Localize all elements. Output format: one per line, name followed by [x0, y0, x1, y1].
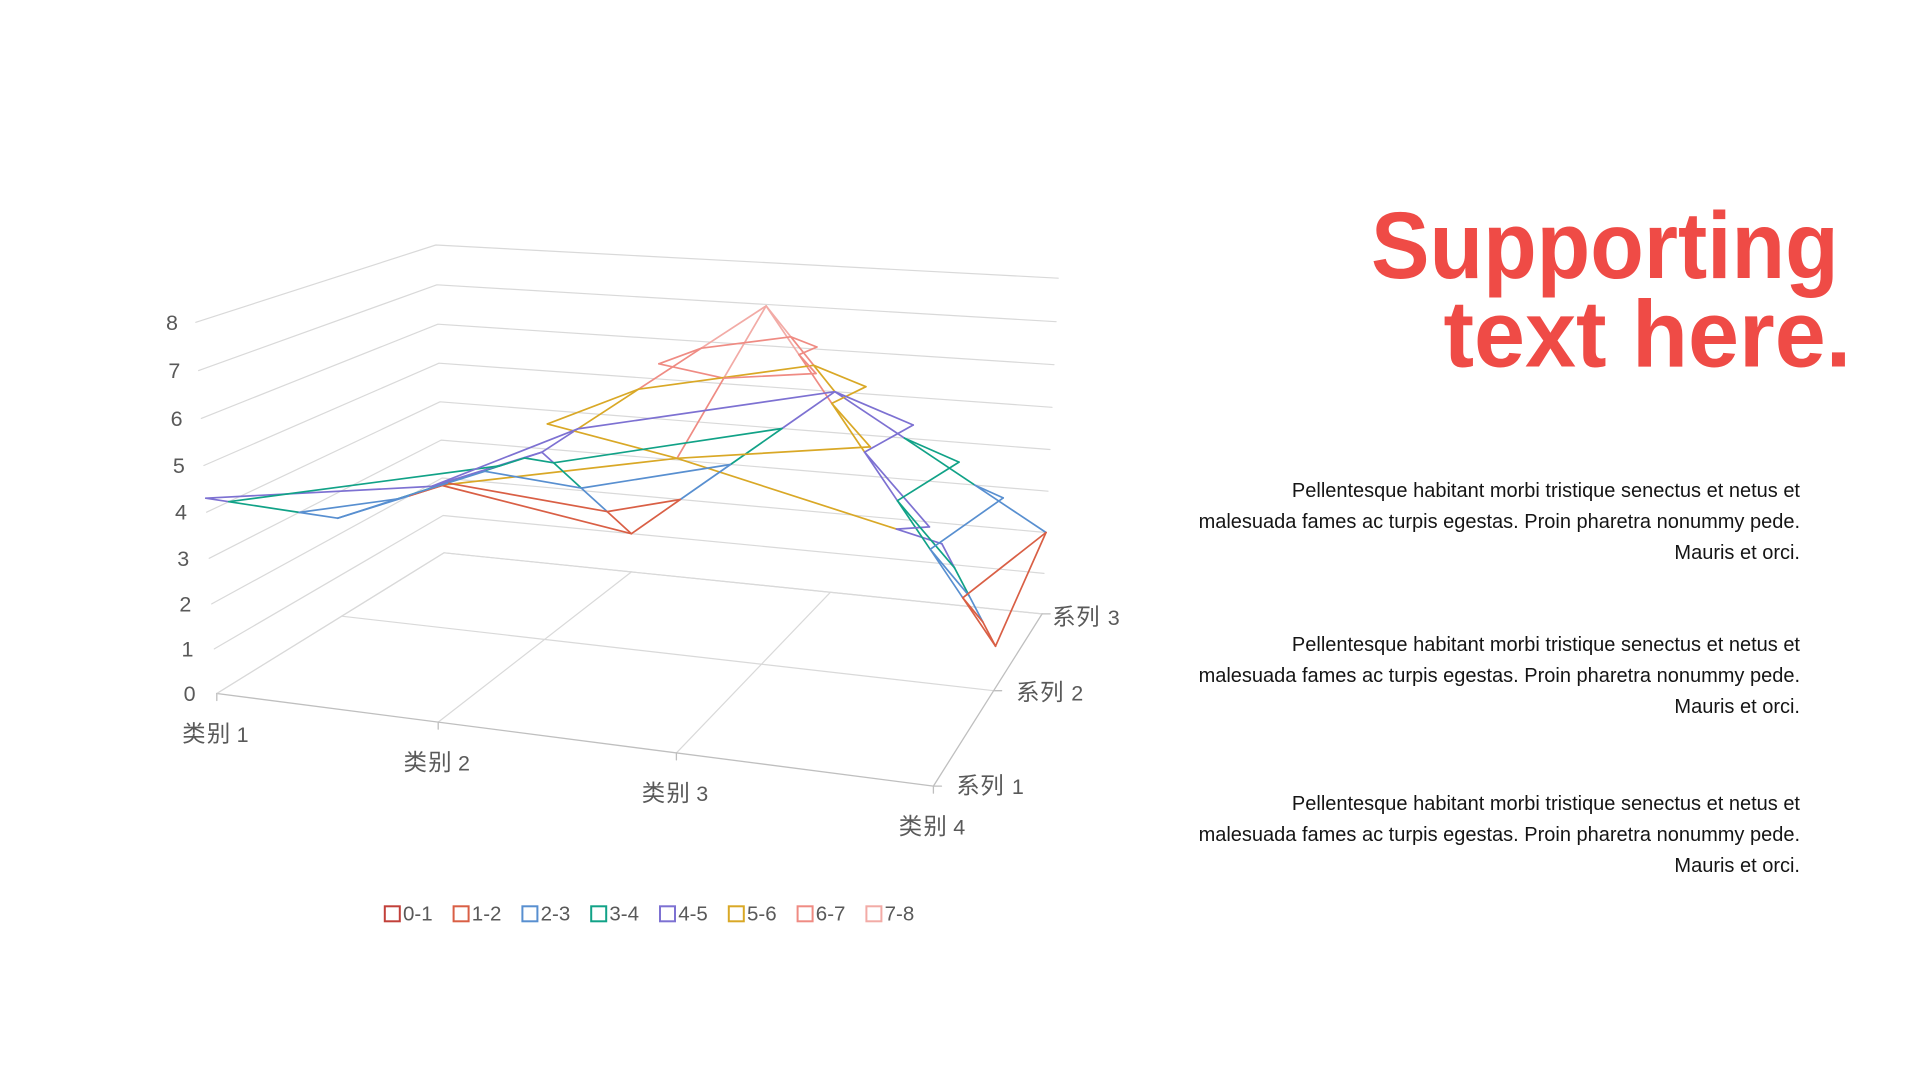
svg-text:4-5: 4-5	[678, 903, 708, 926]
svg-text:3: 3	[1108, 606, 1120, 630]
svg-text:2: 2	[1071, 681, 1083, 705]
svg-text:6: 6	[171, 407, 183, 431]
svg-text:0-1: 0-1	[403, 903, 433, 926]
svg-text:1-2: 1-2	[472, 903, 502, 926]
svg-text:2: 2	[179, 592, 191, 616]
svg-text:8: 8	[166, 311, 178, 335]
svg-text:1: 1	[182, 637, 194, 661]
svg-text:5-6: 5-6	[747, 903, 777, 926]
svg-text:1: 1	[237, 723, 249, 747]
svg-text:Supporting: Supporting	[1371, 193, 1839, 299]
svg-text:3: 3	[696, 782, 708, 806]
svg-text:text here.: text here.	[1444, 281, 1852, 387]
svg-text:6-7: 6-7	[816, 903, 846, 926]
svg-text:4: 4	[953, 815, 965, 839]
svg-text:3-4: 3-4	[609, 903, 639, 926]
svg-text:7: 7	[168, 359, 180, 383]
svg-text:5: 5	[173, 454, 185, 478]
svg-text:0: 0	[184, 682, 196, 706]
svg-text:1: 1	[1012, 775, 1024, 799]
svg-text:3: 3	[177, 547, 189, 571]
svg-text:4: 4	[175, 501, 187, 525]
svg-text:2: 2	[458, 751, 470, 775]
svg-text:2-3: 2-3	[541, 903, 571, 926]
svg-text:7-8: 7-8	[885, 903, 915, 926]
